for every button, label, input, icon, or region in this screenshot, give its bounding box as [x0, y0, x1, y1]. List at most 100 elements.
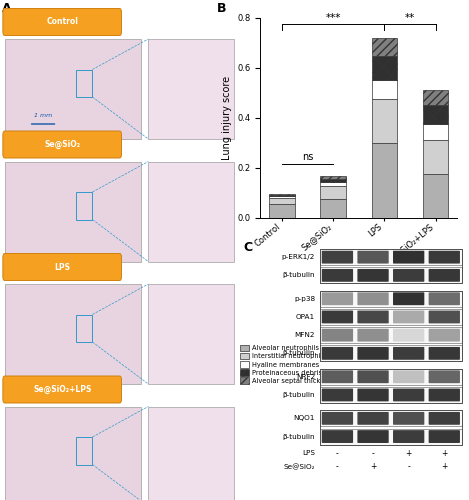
Bar — [319, 346, 462, 362]
Bar — [148, 284, 234, 384]
FancyBboxPatch shape — [3, 254, 121, 280]
Bar — [319, 368, 462, 403]
Bar — [319, 290, 462, 362]
Text: +: + — [406, 448, 412, 458]
Bar — [5, 284, 141, 384]
Text: C: C — [244, 242, 253, 254]
Text: -: - — [336, 448, 339, 458]
FancyBboxPatch shape — [322, 347, 353, 360]
FancyBboxPatch shape — [429, 292, 460, 305]
Text: +: + — [441, 448, 447, 458]
Text: +: + — [370, 462, 376, 471]
FancyBboxPatch shape — [429, 269, 460, 282]
FancyBboxPatch shape — [393, 310, 424, 324]
FancyBboxPatch shape — [393, 430, 424, 443]
Text: LPS: LPS — [54, 262, 70, 272]
Bar — [319, 410, 462, 444]
Bar — [148, 406, 234, 500]
Bar — [5, 406, 141, 500]
Text: +: + — [441, 462, 447, 471]
FancyBboxPatch shape — [393, 292, 424, 305]
Text: Se@SiO₂: Se@SiO₂ — [284, 464, 315, 470]
FancyBboxPatch shape — [429, 388, 460, 402]
FancyBboxPatch shape — [322, 250, 353, 264]
Bar — [76, 314, 92, 342]
FancyBboxPatch shape — [357, 310, 389, 324]
FancyBboxPatch shape — [357, 292, 389, 305]
FancyBboxPatch shape — [322, 388, 353, 402]
Text: NRF2: NRF2 — [296, 374, 315, 380]
FancyBboxPatch shape — [357, 388, 389, 402]
FancyBboxPatch shape — [429, 412, 460, 425]
Bar — [319, 428, 462, 444]
Bar — [76, 192, 92, 220]
Bar — [319, 249, 462, 284]
Text: Se@SiO₂+LPS: Se@SiO₂+LPS — [33, 385, 91, 394]
FancyBboxPatch shape — [322, 430, 353, 443]
FancyBboxPatch shape — [393, 370, 424, 383]
FancyBboxPatch shape — [393, 347, 424, 360]
Text: B: B — [217, 2, 227, 15]
FancyBboxPatch shape — [393, 250, 424, 264]
FancyBboxPatch shape — [3, 131, 121, 158]
Text: 1 mm: 1 mm — [34, 113, 52, 118]
Text: p-ERK1/2: p-ERK1/2 — [282, 254, 315, 260]
Text: ***: *** — [325, 12, 341, 22]
FancyBboxPatch shape — [322, 328, 353, 342]
Bar — [371, 56, 397, 80]
Bar — [423, 124, 448, 140]
FancyBboxPatch shape — [357, 412, 389, 425]
Text: -: - — [336, 462, 339, 471]
Bar — [320, 176, 346, 180]
FancyBboxPatch shape — [357, 370, 389, 383]
Bar — [269, 198, 295, 204]
Text: β-tubulin: β-tubulin — [282, 350, 315, 356]
FancyBboxPatch shape — [357, 328, 389, 342]
Bar — [76, 70, 92, 97]
Bar — [320, 198, 346, 218]
FancyBboxPatch shape — [393, 269, 424, 282]
Bar — [319, 309, 462, 325]
Bar — [269, 204, 295, 218]
Y-axis label: Lung injury score: Lung injury score — [222, 76, 232, 160]
Text: β-tubulin: β-tubulin — [282, 392, 315, 398]
Bar — [148, 39, 234, 139]
Bar — [371, 142, 397, 218]
Text: ns: ns — [302, 152, 313, 162]
FancyBboxPatch shape — [3, 376, 121, 403]
Text: -: - — [371, 448, 374, 458]
Bar — [320, 186, 346, 198]
Bar — [320, 182, 346, 186]
Bar — [319, 268, 462, 283]
Bar — [423, 174, 448, 218]
Bar — [76, 437, 92, 464]
Bar — [269, 196, 295, 198]
FancyBboxPatch shape — [322, 412, 353, 425]
Bar — [319, 290, 462, 307]
FancyBboxPatch shape — [429, 328, 460, 342]
Bar — [319, 410, 462, 426]
FancyBboxPatch shape — [357, 250, 389, 264]
Bar — [423, 140, 448, 174]
FancyBboxPatch shape — [3, 8, 121, 36]
Text: Control: Control — [46, 18, 78, 26]
FancyBboxPatch shape — [429, 370, 460, 383]
Text: **: ** — [405, 12, 415, 22]
Bar — [371, 38, 397, 56]
FancyBboxPatch shape — [357, 430, 389, 443]
Bar — [423, 105, 448, 124]
Text: LPS: LPS — [302, 450, 315, 456]
Text: Se@SiO₂: Se@SiO₂ — [44, 140, 80, 149]
Bar — [148, 162, 234, 262]
Text: A: A — [2, 2, 12, 16]
Bar — [5, 39, 141, 139]
Bar — [319, 368, 462, 385]
FancyBboxPatch shape — [393, 388, 424, 402]
FancyBboxPatch shape — [322, 292, 353, 305]
Text: -: - — [407, 462, 410, 471]
Bar — [371, 80, 397, 99]
Bar — [320, 180, 346, 182]
FancyBboxPatch shape — [429, 310, 460, 324]
Bar — [319, 249, 462, 265]
FancyBboxPatch shape — [322, 370, 353, 383]
